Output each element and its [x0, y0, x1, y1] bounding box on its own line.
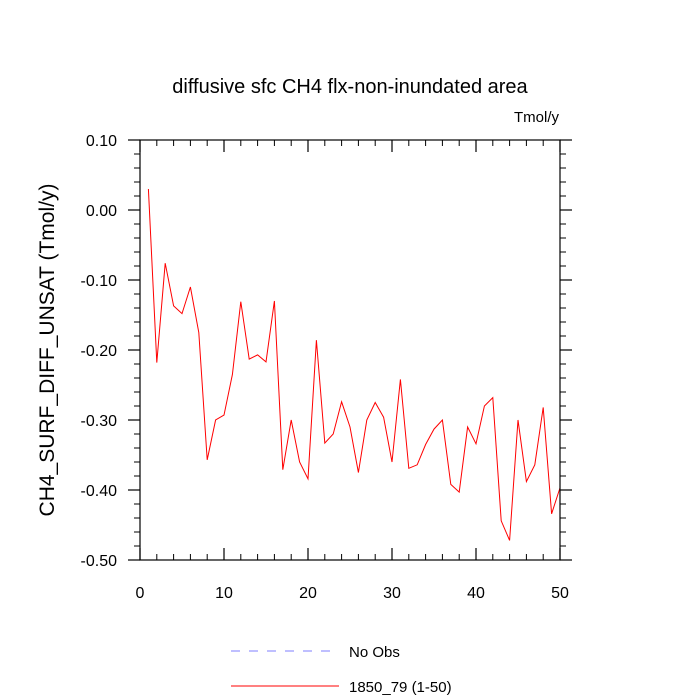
x-tick-label: 50 [551, 585, 569, 602]
y-tick-label: 0.10 [86, 133, 117, 150]
x-tick-label: 20 [299, 585, 317, 602]
y-tick-label: -0.40 [81, 483, 118, 500]
chart-title: diffusive sfc CH4 flx-non-inundated area [172, 76, 528, 98]
plot-frame [139, 139, 561, 561]
plot-area [147, 188, 561, 541]
legend-label: No Obs [349, 644, 400, 661]
y-tick-label: -0.10 [81, 273, 118, 290]
legend: No Obs 1850_79 (1-50) [231, 644, 452, 696]
units-label: Tmol/y [514, 109, 560, 126]
tick-labels: 0 10 20 30 40 50 0.10 0.00 -0.10 -0.20 -0.30 -0.40 -… [81, 133, 569, 602]
series-line [147, 188, 561, 541]
y-tick-label: -0.30 [81, 413, 118, 430]
y-tick-label: -0.20 [81, 343, 118, 360]
x-tick-label: 40 [467, 585, 485, 602]
legend-label: 1850_79 (1-50) [349, 679, 452, 696]
x-tick-label: 30 [383, 585, 401, 602]
x-tick-label: 10 [215, 585, 233, 602]
axis-ticks [128, 139, 572, 561]
y-axis-label: CH4_SURF_DIFF_UNSAT (Tmol/y) [36, 184, 59, 517]
y-tick-label: 0.00 [86, 203, 117, 220]
y-tick-label: -0.50 [81, 553, 118, 570]
x-tick-label: 0 [136, 585, 145, 602]
